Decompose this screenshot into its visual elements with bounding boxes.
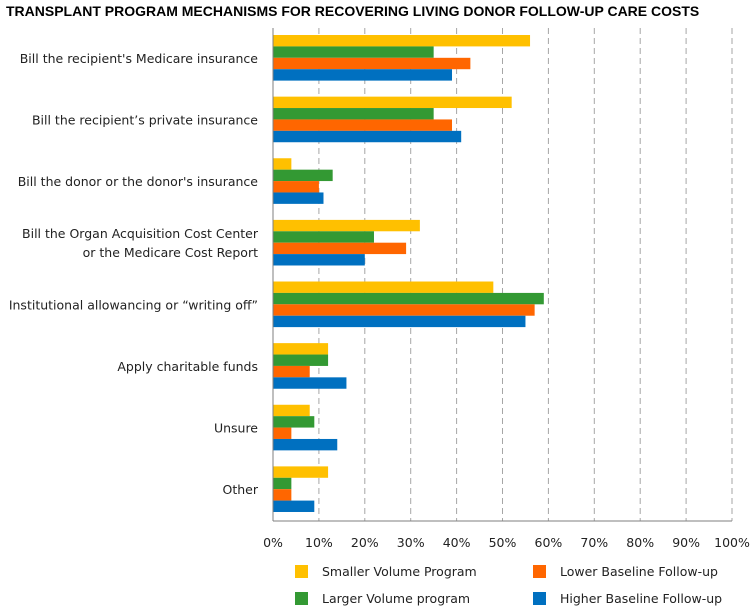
x-tick-label: 40%: [443, 535, 471, 550]
category-label: Other: [223, 482, 259, 497]
bar: [273, 169, 333, 182]
category-label: Bill the Organ Acquisition Cost Center: [22, 226, 259, 241]
bar: [273, 254, 365, 266]
category-label: Institutional allowancing or “writing of…: [9, 297, 258, 312]
bar: [273, 466, 329, 478]
chart-title: TRANSPLANT PROGRAM MECHANISMS FOR RECOVE…: [6, 3, 699, 19]
x-tick-label: 70%: [580, 535, 608, 550]
bar: [273, 500, 315, 512]
bar: [273, 108, 434, 120]
bar: [273, 377, 347, 389]
category-label: Bill the donor or the donor's insurance: [18, 174, 259, 189]
bar: [273, 35, 531, 47]
category-label: Bill the recipient’s private insurance: [32, 112, 258, 127]
bar: [273, 242, 407, 255]
legend-label: Higher Baseline Follow-up: [560, 591, 722, 606]
legend: Smaller Volume Program Larger Volume prog…: [295, 564, 722, 606]
bar: [273, 477, 292, 490]
bars: [273, 35, 544, 512]
bar: [273, 404, 310, 417]
bar: [273, 158, 292, 170]
category-labels: Bill the recipient's Medicare insurance B…: [9, 51, 259, 497]
bar: [273, 69, 453, 81]
bar: [273, 231, 374, 243]
bar: [273, 181, 319, 193]
bar: [273, 427, 292, 439]
legend-label: Larger Volume program: [322, 591, 470, 606]
x-tick-label: 80%: [626, 535, 654, 550]
category-label: Apply charitable funds: [117, 359, 258, 374]
x-axis: 0% 10% 20% 30% 40% 50% 60% 70% 80% 90% 100%: [263, 28, 750, 550]
bar: [273, 354, 329, 366]
bar: [273, 365, 310, 378]
bar: [273, 192, 324, 204]
x-tick-label: 20%: [351, 535, 379, 550]
x-tick-label: 100%: [714, 535, 750, 550]
grid: [318, 28, 733, 521]
x-tick-label: 90%: [672, 535, 700, 550]
bar: [273, 304, 535, 316]
legend-swatch: [533, 565, 546, 578]
bar: [273, 57, 471, 70]
legend-label: Smaller Volume Program: [322, 564, 477, 579]
bar: [273, 416, 315, 428]
category-label: or the Medicare Cost Report: [83, 245, 258, 260]
x-tick-label: 60%: [535, 535, 563, 550]
bar: [273, 343, 329, 355]
bar: [273, 130, 462, 143]
category-label: Bill the recipient's Medicare insurance: [20, 51, 259, 66]
bar: [273, 96, 512, 109]
bar: [273, 438, 338, 451]
x-tick-label: 30%: [397, 535, 425, 550]
bar: [273, 315, 526, 328]
bar: [273, 119, 453, 131]
x-tick-label: 10%: [305, 535, 333, 550]
bar: [273, 46, 434, 58]
legend-label: Lower Baseline Follow-up: [560, 564, 718, 579]
bar: [273, 219, 420, 232]
legend-swatch: [295, 592, 308, 605]
bar: [273, 489, 292, 501]
legend-swatch: [295, 565, 308, 578]
category-label: Unsure: [214, 421, 258, 436]
legend-swatch: [533, 592, 546, 605]
bar: [273, 292, 544, 305]
bar: [273, 281, 494, 293]
x-tick-label: 50%: [489, 535, 517, 550]
x-tick-label: 0%: [263, 535, 283, 550]
